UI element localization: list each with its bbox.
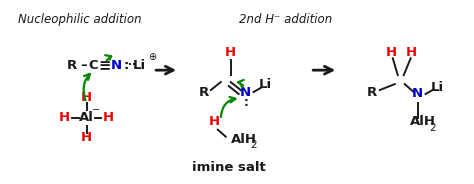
Text: Nucleophilic addition: Nucleophilic addition (18, 13, 141, 26)
Text: ⊕: ⊕ (148, 52, 156, 62)
Text: H: H (406, 46, 417, 59)
Text: N: N (240, 86, 251, 98)
Text: N: N (412, 87, 423, 100)
Text: Li: Li (431, 81, 444, 93)
Text: R: R (66, 59, 77, 72)
Text: Al: Al (79, 111, 94, 124)
Text: R: R (367, 86, 377, 98)
Text: :: : (243, 96, 248, 109)
Text: H: H (81, 91, 92, 105)
Text: AlH: AlH (231, 133, 257, 146)
Text: :: : (124, 59, 129, 72)
Text: −: − (92, 105, 100, 115)
Text: imine salt: imine salt (192, 161, 265, 174)
Text: 2: 2 (429, 123, 436, 133)
Text: –: – (80, 59, 87, 72)
Text: H: H (225, 46, 236, 59)
Text: AlH: AlH (410, 115, 436, 128)
Text: R: R (199, 86, 209, 98)
Text: Li: Li (133, 59, 146, 72)
Text: ··: ·· (128, 60, 137, 70)
Text: C: C (89, 59, 98, 72)
Text: ≡: ≡ (98, 58, 110, 73)
Text: Li: Li (259, 78, 272, 91)
Text: 2: 2 (250, 140, 257, 150)
Text: H: H (386, 46, 397, 59)
Text: H: H (81, 131, 92, 144)
Text: H: H (103, 111, 114, 124)
Text: H: H (59, 111, 70, 124)
Text: N: N (111, 59, 122, 72)
Text: 2nd H⁻ addition: 2nd H⁻ addition (239, 13, 332, 26)
Text: H: H (208, 115, 219, 128)
